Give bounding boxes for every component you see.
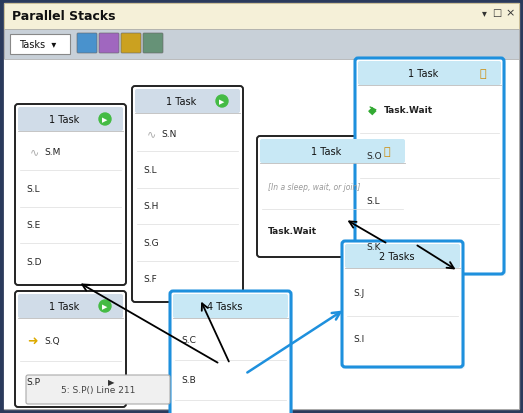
FancyBboxPatch shape bbox=[77, 34, 97, 54]
Text: S.C: S.C bbox=[181, 336, 196, 345]
FancyBboxPatch shape bbox=[4, 60, 519, 409]
Text: S.H: S.H bbox=[143, 202, 158, 211]
Text: S.D: S.D bbox=[26, 257, 41, 266]
Text: ∿: ∿ bbox=[29, 147, 39, 157]
Text: ❓: ❓ bbox=[384, 147, 390, 157]
Text: Task.Wait: Task.Wait bbox=[268, 226, 317, 235]
Text: 1 Task: 1 Task bbox=[311, 147, 342, 157]
FancyBboxPatch shape bbox=[172, 293, 293, 413]
Text: ➜: ➜ bbox=[27, 334, 37, 347]
Text: S.G: S.G bbox=[143, 238, 158, 247]
Text: S.Q: S.Q bbox=[44, 336, 60, 345]
Text: 1 Task: 1 Task bbox=[49, 115, 79, 125]
FancyBboxPatch shape bbox=[342, 242, 463, 367]
FancyBboxPatch shape bbox=[15, 291, 126, 407]
FancyBboxPatch shape bbox=[170, 291, 291, 413]
FancyBboxPatch shape bbox=[26, 375, 170, 404]
Text: ▶: ▶ bbox=[219, 99, 225, 105]
Text: S.L: S.L bbox=[143, 166, 156, 175]
Text: ▾: ▾ bbox=[482, 8, 487, 18]
Text: 5: S.P() Line 211: 5: S.P() Line 211 bbox=[61, 385, 135, 394]
FancyBboxPatch shape bbox=[257, 137, 408, 257]
Text: 4 Tasks: 4 Tasks bbox=[207, 301, 242, 311]
Text: Task.Wait: Task.Wait bbox=[384, 106, 433, 115]
FancyBboxPatch shape bbox=[99, 34, 119, 54]
Text: ▶: ▶ bbox=[108, 377, 114, 386]
Text: 1 Task: 1 Task bbox=[49, 301, 79, 311]
FancyBboxPatch shape bbox=[15, 105, 126, 285]
Text: S.F: S.F bbox=[143, 275, 157, 284]
FancyBboxPatch shape bbox=[344, 243, 465, 369]
Text: S.I: S.I bbox=[353, 335, 364, 344]
Text: Parallel Stacks: Parallel Stacks bbox=[12, 10, 116, 24]
FancyBboxPatch shape bbox=[358, 62, 501, 86]
Text: S.K: S.K bbox=[366, 242, 381, 251]
Text: S.L: S.L bbox=[366, 197, 380, 206]
Text: ▶: ▶ bbox=[103, 117, 108, 123]
FancyBboxPatch shape bbox=[4, 30, 519, 60]
Text: ◆: ◆ bbox=[368, 105, 376, 116]
FancyBboxPatch shape bbox=[4, 4, 519, 30]
Text: 1 Task: 1 Task bbox=[408, 69, 439, 79]
FancyBboxPatch shape bbox=[173, 294, 288, 318]
Text: Tasks  ▾: Tasks ▾ bbox=[19, 40, 56, 50]
Text: S.P: S.P bbox=[26, 377, 40, 386]
Text: S.L: S.L bbox=[26, 184, 40, 193]
Circle shape bbox=[216, 96, 228, 108]
Text: S.M: S.M bbox=[44, 147, 60, 157]
Text: ∿: ∿ bbox=[146, 129, 156, 139]
Text: S.N: S.N bbox=[161, 129, 176, 138]
FancyBboxPatch shape bbox=[345, 244, 460, 268]
Text: S.O: S.O bbox=[366, 152, 382, 160]
Text: 1 Task: 1 Task bbox=[166, 97, 197, 107]
FancyBboxPatch shape bbox=[18, 108, 123, 132]
FancyBboxPatch shape bbox=[135, 90, 240, 114]
FancyBboxPatch shape bbox=[121, 34, 141, 54]
Text: ▶: ▶ bbox=[103, 303, 108, 309]
Text: ❓: ❓ bbox=[480, 69, 486, 79]
FancyBboxPatch shape bbox=[132, 87, 243, 302]
FancyBboxPatch shape bbox=[357, 61, 506, 276]
Circle shape bbox=[99, 300, 111, 312]
FancyBboxPatch shape bbox=[355, 59, 504, 274]
FancyBboxPatch shape bbox=[10, 35, 70, 55]
FancyBboxPatch shape bbox=[4, 4, 519, 409]
Text: S.B: S.B bbox=[181, 375, 196, 385]
Text: S.J: S.J bbox=[353, 289, 364, 298]
Text: S.E: S.E bbox=[26, 221, 40, 230]
Text: ×: × bbox=[506, 8, 515, 18]
FancyBboxPatch shape bbox=[18, 294, 123, 318]
Text: [In a sleep, wait, or join]: [In a sleep, wait, or join] bbox=[268, 183, 360, 192]
Circle shape bbox=[99, 114, 111, 126]
FancyBboxPatch shape bbox=[260, 140, 405, 164]
Text: □: □ bbox=[492, 8, 501, 18]
FancyBboxPatch shape bbox=[143, 34, 163, 54]
Text: 2 Tasks: 2 Tasks bbox=[379, 252, 414, 261]
